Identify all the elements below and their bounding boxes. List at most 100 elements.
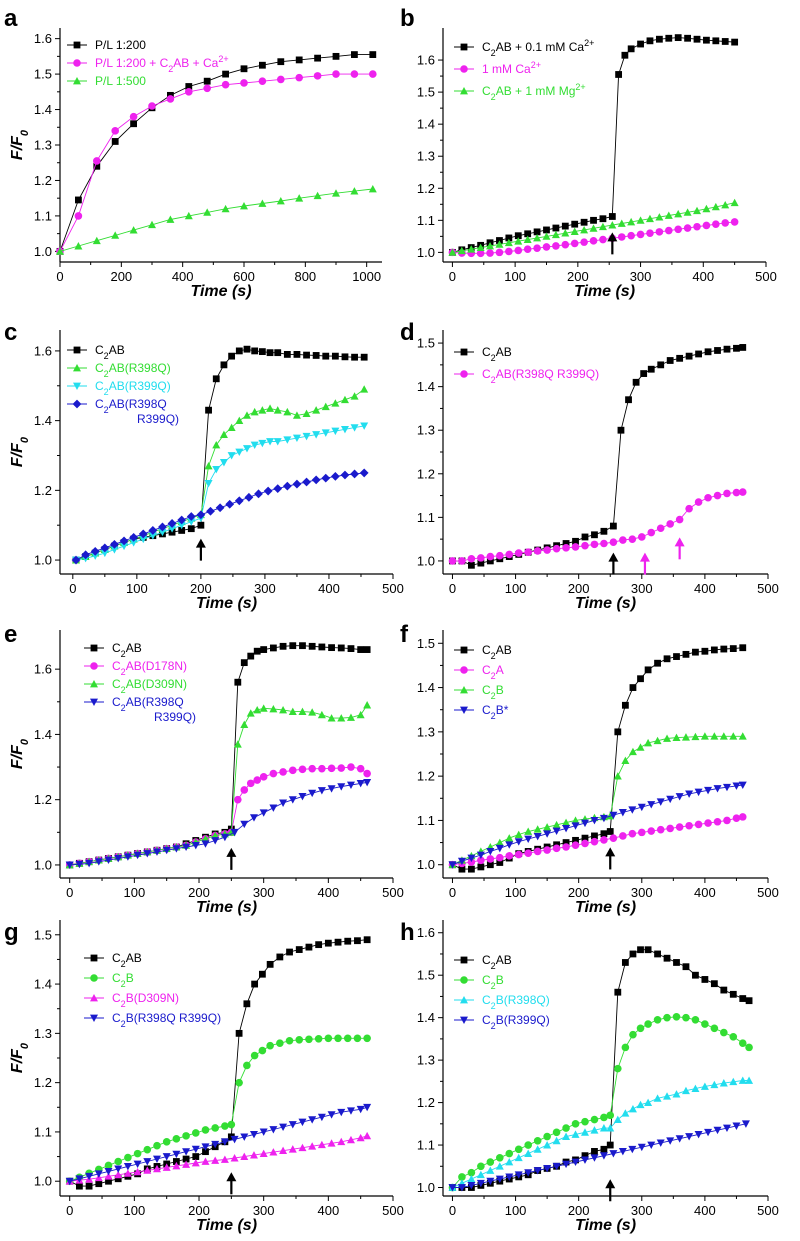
legend-label: C2AB(D309N) (112, 677, 187, 695)
data-point (646, 229, 654, 237)
data-point (299, 642, 306, 650)
panel-letter: e (4, 621, 17, 648)
data-point (505, 234, 513, 242)
data-point (514, 838, 523, 846)
data-point (168, 525, 177, 533)
data-point (289, 642, 297, 650)
y-tick-label: 1.3 (417, 149, 435, 164)
data-point (282, 481, 292, 491)
data-point (581, 834, 589, 842)
data-point (694, 498, 703, 506)
data-point (599, 814, 608, 823)
legend-label: C2B* (482, 703, 509, 721)
data-point (636, 230, 645, 239)
data-point (104, 856, 113, 865)
data-point (298, 1143, 307, 1152)
data-point (561, 229, 570, 237)
data-point (722, 783, 731, 792)
legend-entry: C2AB(D309N) (84, 677, 187, 695)
data-point (655, 213, 664, 221)
legend-label: C2AB + 1 mM Mg2+ (482, 82, 586, 102)
data-point (104, 1172, 113, 1180)
legend-label: C2AB (482, 953, 512, 971)
data-point (139, 535, 148, 544)
y-tick-label: 1.2 (417, 1095, 435, 1110)
data-point (467, 245, 476, 253)
data-point (590, 837, 599, 846)
data-point (636, 1100, 645, 1109)
data-point (675, 823, 684, 831)
data-point (172, 845, 181, 853)
data-point (682, 1013, 690, 1022)
data-point (457, 246, 466, 255)
stimulus-arrow (195, 538, 206, 561)
series-1 (448, 218, 739, 258)
series-2 (65, 701, 372, 869)
y-tick-label: 1.4 (417, 379, 435, 394)
data-point (693, 35, 701, 43)
legend-label: C2AB + 0.1 mM Ca2+ (482, 38, 594, 58)
data-point (729, 645, 737, 652)
data-point (201, 1126, 210, 1134)
data-point (704, 1128, 713, 1137)
data-point (263, 486, 273, 496)
x-tick-label: 200 (567, 269, 589, 284)
data-point (562, 839, 570, 846)
x-tick-label: 200 (568, 581, 590, 596)
data-point (269, 804, 278, 812)
data-point (220, 361, 228, 369)
data-point (562, 1132, 571, 1140)
data-point (599, 1124, 608, 1132)
data-point (674, 225, 682, 234)
data-point (266, 404, 275, 412)
data-point (95, 1180, 103, 1188)
data-point (704, 786, 713, 795)
y-tick-label: 1.2 (34, 173, 52, 188)
data-point (640, 370, 648, 377)
series-3 (71, 468, 369, 565)
legend-marker (460, 706, 468, 714)
data-point (533, 847, 542, 856)
data-point (722, 1124, 731, 1133)
series-line (59, 73, 373, 252)
data-point (702, 221, 711, 230)
data-point (104, 1167, 113, 1176)
data-point (629, 950, 637, 958)
data-point (354, 937, 361, 945)
data-point (695, 350, 702, 358)
data-point (279, 799, 288, 807)
data-point (486, 552, 495, 561)
data-point (732, 1122, 741, 1130)
y-tick-label: 1.4 (417, 117, 435, 132)
y-tick-label: 1.6 (34, 31, 52, 46)
y-tick-label: 1.5 (417, 336, 435, 351)
data-point (581, 839, 589, 848)
data-point (266, 349, 274, 357)
data-point (476, 1179, 485, 1188)
data-point (523, 235, 532, 243)
data-point (628, 1104, 637, 1113)
legend-marker (90, 644, 98, 652)
data-point (240, 659, 248, 667)
data-point (202, 1148, 209, 1156)
data-point (314, 1034, 323, 1043)
y-tick-label: 1.6 (417, 53, 435, 68)
data-point (713, 491, 722, 500)
data-point (258, 77, 267, 85)
x-tick-label: 300 (631, 885, 653, 900)
data-point (675, 1135, 684, 1143)
data-point (317, 710, 326, 719)
stimulus-arrow (608, 552, 619, 575)
legend-entry: C2AB(D178N) (84, 659, 187, 677)
x-tick-label: 100 (126, 581, 148, 596)
data-point (666, 1137, 675, 1145)
data-point (562, 540, 570, 547)
data-point (599, 235, 607, 244)
data-point (458, 1173, 466, 1181)
x-tick-label: 1000 (352, 269, 381, 284)
series-1 (448, 488, 747, 565)
data-point (250, 407, 259, 416)
data-point (244, 492, 254, 502)
data-point (203, 208, 212, 216)
data-point (313, 191, 322, 200)
